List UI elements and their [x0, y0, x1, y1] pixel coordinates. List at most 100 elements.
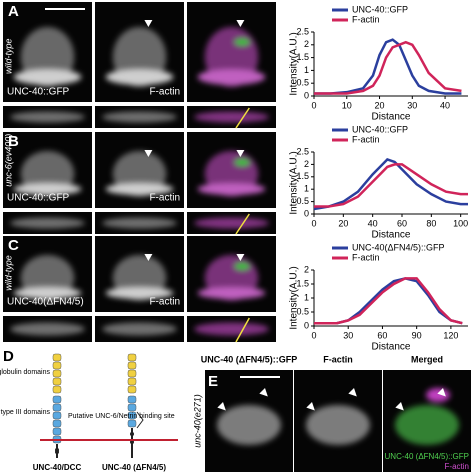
cell: [194, 111, 269, 123]
y-tick-label: 0.5: [296, 196, 309, 206]
line-scan: [235, 107, 250, 129]
cell: [13, 254, 82, 301]
strip-signal: [194, 217, 269, 229]
y-tick-label: 1: [304, 65, 309, 75]
cell-body: [395, 405, 459, 445]
cell-edge: [13, 182, 82, 196]
magenta-signal: [426, 388, 450, 402]
arrowhead: [236, 20, 245, 27]
data-line: [313, 158, 468, 211]
stem-node: [130, 432, 134, 436]
y-tick-label: 0.5: [296, 78, 309, 88]
image-label: F-actin: [149, 87, 180, 98]
strip-signal: [194, 111, 269, 123]
fn-domain: [127, 395, 137, 404]
cell-body: [306, 405, 370, 445]
y-axis-label: Intensity(A.U.): [289, 32, 300, 95]
cell: [102, 111, 177, 123]
cell-body: [217, 405, 281, 445]
cell: [102, 217, 177, 229]
y-tick-label: 0: [304, 90, 309, 100]
x-axis-label: Distance: [372, 342, 411, 353]
x-tick-label: 60: [397, 218, 407, 228]
image-title: Merged: [411, 354, 443, 364]
arrowhead: [348, 388, 357, 397]
fn-domain: [52, 395, 62, 404]
x-tick-label: 30: [343, 330, 353, 340]
y-tick-label: 1: [304, 292, 309, 302]
arrowhead: [306, 402, 315, 411]
arrowhead: [236, 254, 245, 261]
strip-signal: [102, 322, 177, 336]
construct-label: UNC-40/DCC: [33, 463, 82, 472]
ig-domain: [127, 377, 137, 386]
fn-domain: [52, 427, 62, 436]
ig-domain: [127, 385, 137, 394]
image-label: UNC-40::GFP: [7, 87, 70, 98]
row-label: unc-6(ev400): [3, 134, 13, 187]
x-axis-label: Distance: [372, 230, 411, 241]
cell-edge: [105, 182, 174, 196]
stem-node: [55, 450, 59, 454]
x-tick-label: 0: [311, 100, 316, 110]
y-tick-label: 0: [304, 208, 309, 218]
cell: [197, 151, 266, 197]
data-line: [314, 40, 462, 95]
x-axis-label: Distance: [372, 112, 411, 123]
y-tick-label: 1.5: [296, 52, 309, 62]
cell-edge: [105, 69, 174, 85]
cell: [197, 254, 266, 301]
construct-label: UNC-40 (ΔFN4/5): [102, 463, 166, 472]
image-title: F-actin: [323, 354, 353, 364]
x-tick-label: 80: [426, 218, 436, 228]
green-signal: [234, 262, 251, 271]
image-label: UNC-40(ΔFN4/5): [7, 297, 84, 308]
y-tick-label: 2.5: [296, 146, 309, 156]
image-label: F-actin: [149, 193, 180, 204]
image-label: UNC-40::GFP: [7, 193, 70, 204]
y-axis-label: Intensity(A.U.): [289, 151, 300, 214]
image-title: UNC-40 (ΔFN4/5)::GFP: [201, 354, 297, 364]
y-tick-label: 2: [304, 159, 309, 169]
legend-label: UNC-40::GFP: [352, 124, 408, 134]
y-tick-label: 1: [304, 184, 309, 194]
y-tick-label: 1.5: [296, 278, 309, 288]
y-axis-label: Intensity(A.U.): [289, 266, 300, 329]
y-tick-label: 1.5: [296, 171, 309, 181]
fn-domain: [127, 403, 137, 412]
cell: [194, 322, 269, 336]
data-line: [314, 38, 462, 95]
data-line: [314, 277, 463, 325]
arrowhead: [144, 254, 153, 261]
x-tick-label: 120: [443, 330, 458, 340]
arrowhead: [217, 402, 226, 411]
x-tick-label: 0: [311, 218, 316, 228]
cell-edge: [13, 69, 82, 85]
strip-signal: [10, 322, 85, 336]
cell-edge: [13, 286, 82, 300]
cell: [13, 27, 82, 87]
merge-label: F-actin: [445, 462, 469, 471]
panel-letter: A: [8, 3, 19, 20]
arrowhead: [236, 150, 245, 157]
ig-domain: [52, 377, 62, 386]
merge-label: UNC-40 (ΔFN4/5)::GFP: [385, 452, 469, 461]
image-label: F-actin: [149, 297, 180, 308]
x-tick-label: 40: [440, 100, 450, 110]
ig-domain: [52, 385, 62, 394]
cell: [194, 217, 269, 229]
cell-edge: [197, 286, 266, 300]
legend-label: F-actin: [352, 252, 380, 262]
x-tick-label: 90: [412, 330, 422, 340]
green-signal: [234, 158, 251, 167]
strip-signal: [10, 111, 85, 123]
fn-domain: [52, 411, 62, 420]
y-tick-label: 0: [304, 320, 309, 330]
diagram-label: Immunoglobulin domains: [0, 369, 50, 376]
data-line: [314, 163, 468, 208]
panel-letter: D: [3, 348, 14, 365]
y-tick-label: 2.5: [296, 26, 309, 36]
panel-letter: E: [208, 373, 218, 390]
x-tick-label: 0: [311, 330, 316, 340]
